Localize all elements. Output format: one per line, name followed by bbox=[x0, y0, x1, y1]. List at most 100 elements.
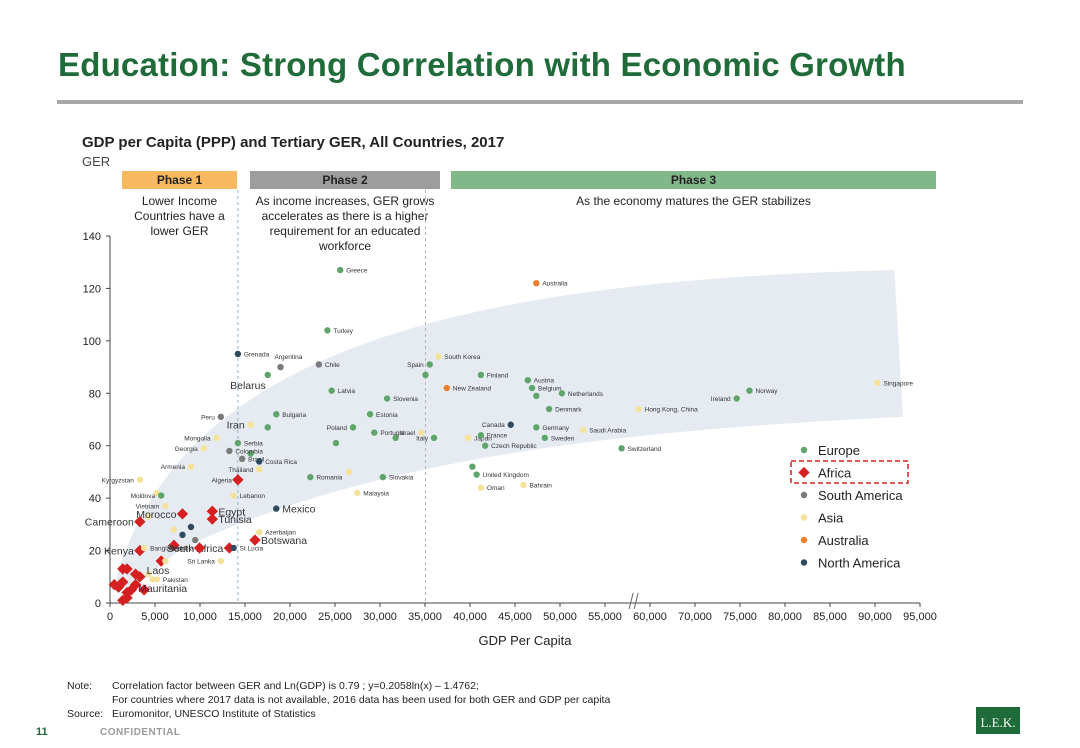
point-label: Kenya bbox=[104, 546, 134, 558]
x-tick-label: 85,000 bbox=[813, 611, 847, 623]
data-point bbox=[168, 539, 180, 551]
data-point-romania bbox=[307, 473, 314, 481]
x-tick-label: 35,000 bbox=[408, 611, 442, 623]
phase-2-label: Phase 2 bbox=[322, 173, 368, 187]
data-point-united-kingdom bbox=[473, 471, 480, 478]
x-tick-label: 90,000 bbox=[858, 611, 892, 623]
point-label: Austria bbox=[534, 378, 555, 385]
data-point-mongolia bbox=[213, 434, 220, 442]
phase-1-header bbox=[122, 171, 237, 189]
data-point bbox=[392, 434, 399, 442]
data-point-iran bbox=[247, 421, 254, 428]
point-label: Georgia bbox=[175, 446, 199, 453]
data-point bbox=[469, 463, 476, 470]
point-label: Turkey bbox=[333, 328, 353, 335]
point-label: Sweden bbox=[551, 435, 575, 442]
point-label: Norway bbox=[755, 388, 778, 395]
point-label: Spain bbox=[407, 362, 424, 369]
data-point-pakistan bbox=[153, 576, 161, 583]
point-label: Saudi Arabia bbox=[589, 427, 626, 434]
point-label: Laos bbox=[147, 565, 170, 577]
y-tick-label: 60 bbox=[89, 441, 101, 453]
point-label: Iran bbox=[227, 420, 245, 432]
x-tick-label: 10,000 bbox=[183, 611, 217, 623]
x-tick-label: 25,000 bbox=[318, 611, 352, 623]
x-tick-label: 40,000 bbox=[453, 611, 487, 623]
data-point-moldova bbox=[157, 492, 165, 499]
data-point-oman bbox=[477, 484, 485, 491]
point-label: Costa Rica bbox=[265, 459, 297, 466]
data-point-thailand bbox=[256, 466, 263, 473]
point-label: Latvia bbox=[338, 388, 356, 395]
legend-marker-asia bbox=[800, 514, 808, 521]
data-point-mauritania bbox=[138, 584, 150, 596]
data-point-azerbaijan bbox=[256, 529, 263, 536]
source-line: Source: Euromonitor, UNESCO Institute of … bbox=[67, 708, 316, 720]
data-point-costa-rica bbox=[256, 458, 263, 465]
data-point-peru bbox=[217, 413, 225, 421]
data-point bbox=[134, 571, 146, 583]
point-label: Morocco bbox=[136, 509, 176, 521]
point-label: Botswana bbox=[261, 535, 307, 547]
data-point-algeria bbox=[232, 474, 244, 486]
data-point-new-zealand bbox=[443, 384, 450, 392]
point-label: Cameroon bbox=[85, 517, 134, 529]
data-point-serbia bbox=[234, 439, 242, 447]
data-point bbox=[264, 424, 271, 431]
data-point-israel bbox=[418, 429, 425, 436]
data-point-czech-republic bbox=[481, 442, 489, 449]
data-point-south-korea bbox=[435, 353, 442, 360]
data-point bbox=[145, 570, 152, 578]
legend-marker-north-america bbox=[800, 559, 808, 566]
data-point-vietnam bbox=[162, 502, 169, 510]
legend-marker-europe bbox=[800, 446, 808, 454]
point-label: Ireland bbox=[711, 396, 731, 403]
data-point bbox=[247, 450, 254, 457]
chart-title: GDP per Capita (PPP) and Tertiary GER, A… bbox=[82, 134, 505, 151]
data-point bbox=[332, 439, 340, 447]
data-point-namibia bbox=[193, 542, 206, 554]
trend-band bbox=[115, 270, 903, 588]
lek-logo: L.E.K. bbox=[976, 707, 1020, 734]
legend-label: North America bbox=[818, 556, 901, 571]
point-label: Italy bbox=[416, 435, 429, 442]
point-label: Slovakia bbox=[389, 475, 414, 482]
data-point-botswana bbox=[249, 534, 261, 546]
data-point-lebanon bbox=[230, 492, 237, 499]
data-point-armenia bbox=[187, 463, 195, 470]
data-point-grenada bbox=[234, 350, 242, 358]
page-title: Education: Strong Correlation with Econo… bbox=[58, 46, 906, 83]
data-point-brazil bbox=[238, 455, 246, 463]
data-point-estonia bbox=[366, 411, 374, 418]
note-text-2: For countries where 2017 data is not ava… bbox=[112, 694, 611, 706]
point-label: Bangladesh bbox=[150, 545, 185, 552]
data-point-sri-lanka bbox=[217, 557, 225, 565]
legend-africa-highlight bbox=[790, 460, 909, 484]
y-axis-label: GER bbox=[82, 154, 111, 169]
data-point-switzerland bbox=[618, 445, 625, 452]
data-point-bahrain bbox=[520, 481, 527, 489]
data-point-malaysia bbox=[354, 489, 361, 497]
data-point-slovenia bbox=[383, 395, 391, 402]
data-point-italy bbox=[430, 434, 438, 442]
axis-break-mark bbox=[628, 592, 634, 610]
data-point-egypt bbox=[206, 505, 218, 517]
point-label: Bulgaria bbox=[282, 412, 306, 419]
x-tick-label: 20,000 bbox=[273, 611, 307, 623]
data-point bbox=[179, 531, 186, 539]
source-text: Euromonitor, UNESCO Institute of Statist… bbox=[112, 708, 316, 720]
data-point-mexico bbox=[273, 505, 280, 512]
data-point-chile bbox=[315, 361, 323, 368]
point-label: Peru bbox=[201, 414, 215, 421]
legend-marker-africa bbox=[798, 466, 810, 479]
data-point-hong-kong-china bbox=[635, 405, 642, 413]
point-label: Australia bbox=[542, 281, 568, 288]
y-tick-label: 40 bbox=[89, 493, 101, 505]
point-label: Mongolia bbox=[184, 435, 211, 442]
data-point-colombia bbox=[226, 447, 233, 455]
phase-3-header bbox=[451, 171, 936, 189]
point-label: Argentina bbox=[275, 354, 303, 361]
x-tick-label: 75,000 bbox=[723, 611, 757, 623]
data-point-austria bbox=[524, 376, 531, 384]
point-label: Czech Republic bbox=[491, 443, 537, 450]
